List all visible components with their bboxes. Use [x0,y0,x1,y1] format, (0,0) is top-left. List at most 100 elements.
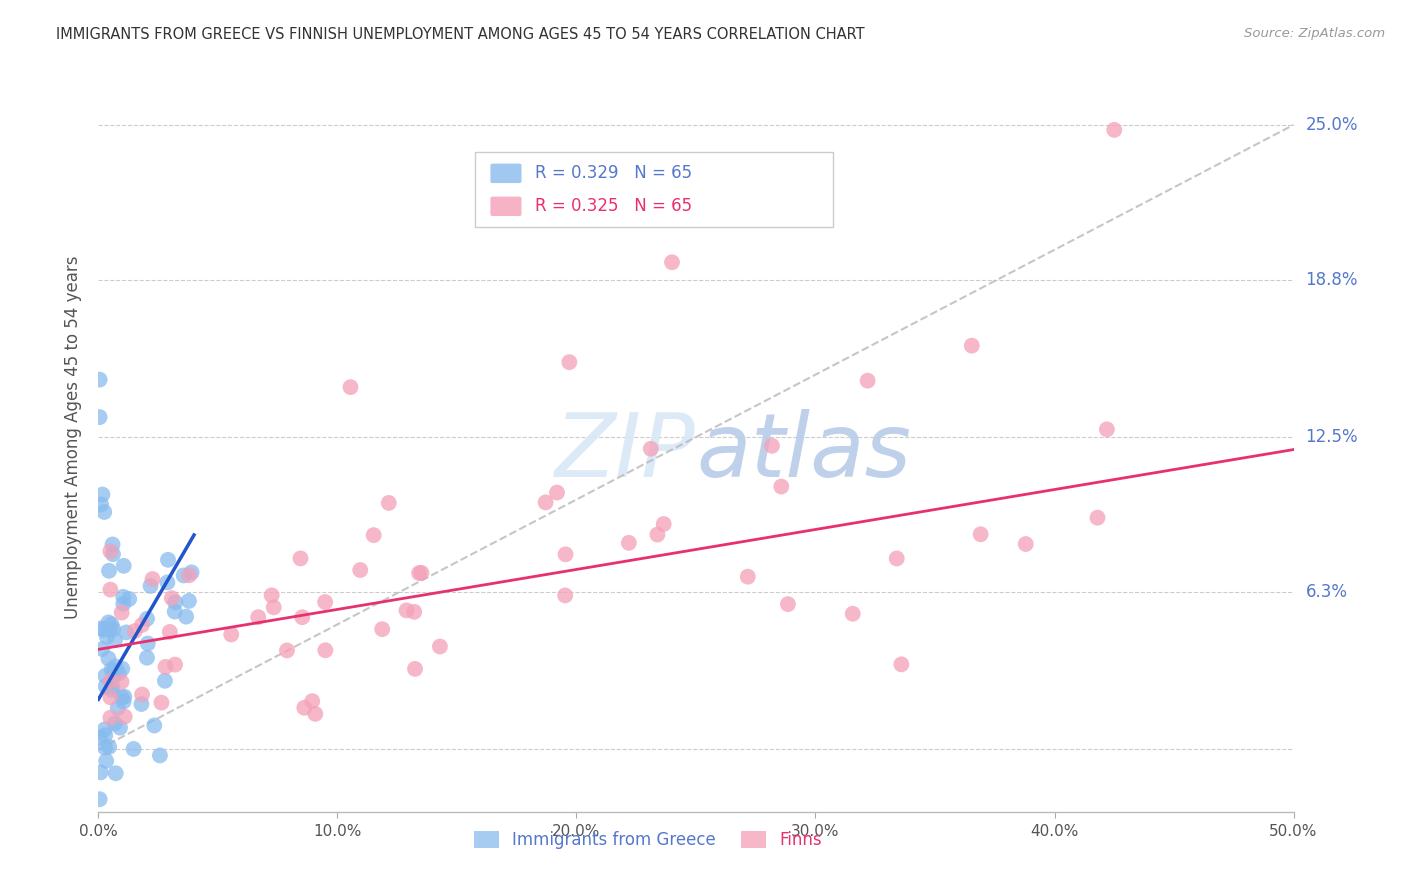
Point [90,621,112,635]
Point [112,597,135,611]
Point [89,731,111,745]
Text: 25.0%: 25.0% [1306,116,1358,134]
Point [93,505,115,519]
Text: Source: ZipAtlas.com: Source: ZipAtlas.com [1244,27,1385,40]
Point [115,625,138,640]
Point [108,721,131,735]
Text: 12.5%: 12.5% [1306,428,1358,446]
Point [94,669,117,683]
Point [107,701,129,715]
Point [737,570,759,584]
Point [291,610,314,624]
Point [98,674,122,689]
Point [886,551,908,566]
Point [110,674,132,689]
Point [104,633,127,648]
Point [131,697,153,711]
Point [108,666,131,681]
Text: ZIP: ZIP [555,409,696,495]
Point [97,615,120,630]
Point [160,591,183,606]
Point [890,657,912,672]
Point [91,487,114,501]
Point [960,339,983,353]
Point [429,640,451,654]
Point [163,605,186,619]
Point [408,566,430,580]
Point [101,547,124,561]
Point [841,607,863,621]
Point [111,690,134,705]
Point [776,597,799,611]
Point [156,575,179,590]
Point [534,495,557,509]
Point [554,589,576,603]
Point [661,255,683,269]
Point [131,618,153,632]
Point [131,688,153,702]
Point [173,568,195,582]
Point [101,670,124,684]
Point [856,374,879,388]
Legend: Immigrants from Greece, Finns: Immigrants from Greece, Finns [467,824,830,855]
Point [98,544,122,558]
Point [558,355,581,369]
Point [219,627,242,641]
Point [91,642,114,657]
Point [124,624,146,639]
Point [100,617,122,632]
Point [98,582,122,597]
Point [1095,422,1118,436]
Point [165,595,187,609]
Point [292,700,315,714]
Point [89,792,111,806]
Point [143,718,166,732]
Point [112,558,135,573]
Point [114,709,136,723]
Point [104,716,127,731]
Point [89,373,111,387]
Point [93,623,115,637]
Point [103,622,125,636]
Point [149,748,172,763]
Point [155,660,177,674]
Point [180,566,202,580]
Point [1087,510,1109,524]
Point [94,723,117,737]
Point [349,563,371,577]
Point [111,662,134,676]
Point [404,662,426,676]
Point [101,680,124,694]
Text: 18.8%: 18.8% [1306,271,1358,289]
Point [179,568,201,582]
Point [112,590,135,604]
Point [652,516,675,531]
Point [100,623,122,637]
Point [98,690,122,705]
Text: R = 0.329   N = 65: R = 0.329 N = 65 [534,164,692,182]
Point [411,566,433,580]
Point [118,592,141,607]
Point [94,679,117,693]
Point [136,636,159,650]
Point [247,610,270,624]
Point [969,527,991,541]
Point [770,479,793,493]
Point [136,650,159,665]
Point [156,553,179,567]
Point [640,442,662,456]
Point [150,696,173,710]
Point [1104,123,1126,137]
Point [761,439,783,453]
Point [363,528,385,542]
Point [301,694,323,708]
Point [378,496,401,510]
Point [647,527,669,541]
Point [96,754,118,768]
Point [100,663,122,677]
Text: R = 0.325   N = 65: R = 0.325 N = 65 [534,197,692,215]
Point [98,564,121,578]
Point [174,609,197,624]
Point [104,659,127,673]
Point [371,622,394,636]
